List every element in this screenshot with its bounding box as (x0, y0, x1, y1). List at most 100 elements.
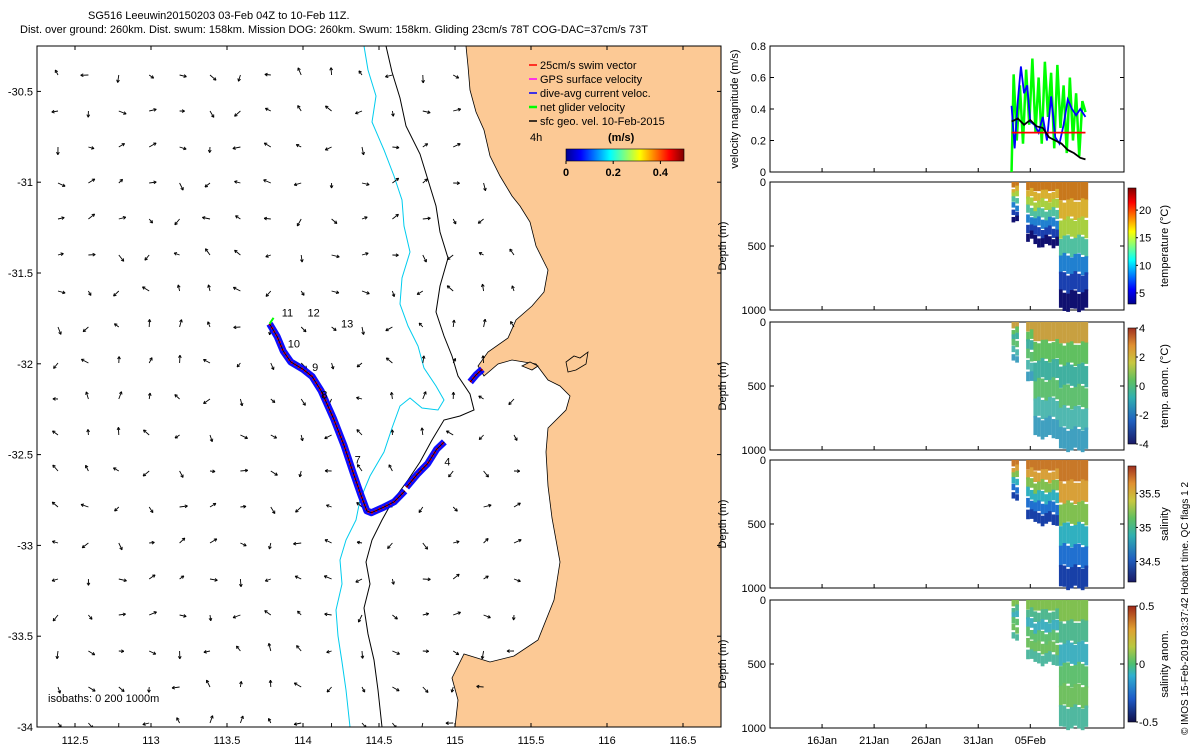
geo-velocity-arrow (237, 74, 241, 82)
geo-velocity-arrow (233, 325, 241, 330)
section-cell (1051, 198, 1056, 209)
section-cell (1051, 620, 1056, 631)
velocity-y-tick-label: 0 (760, 167, 766, 179)
geo-velocity-arrow (148, 142, 157, 148)
section-cell (1029, 509, 1034, 519)
section-cell (1058, 460, 1063, 482)
geo-velocity-arrow (392, 213, 399, 220)
geo-velocity-arrow (118, 391, 123, 400)
geo-velocity-arrow (513, 502, 521, 508)
day-label: 9 (312, 362, 318, 374)
geo-velocity-arrow (451, 391, 456, 400)
section-ylabel: Depth (m) (717, 500, 729, 549)
section-cell (1062, 623, 1067, 645)
section-cell (1033, 600, 1038, 611)
section-cell (1015, 322, 1019, 329)
section-cell (1055, 460, 1060, 471)
section-cell (1058, 545, 1063, 568)
velocity-ylabel: velocity magnitude (m/s) (729, 49, 741, 168)
section-cell (1069, 182, 1074, 201)
section-cell (1077, 521, 1081, 544)
section-cell (1080, 547, 1085, 569)
section-colorbar-tick-label: 15 (1139, 233, 1151, 245)
geo-velocity-arrow (358, 70, 363, 76)
section-cell (1011, 202, 1016, 208)
section-data (1011, 600, 1089, 731)
section-cell (1062, 182, 1067, 201)
track-segment-main-line (269, 323, 406, 514)
section-cell (1069, 218, 1074, 237)
section-cell (1047, 632, 1052, 643)
section-cell (1084, 219, 1089, 239)
geo-velocity-arrow (234, 180, 241, 184)
geo-velocity-arrow (81, 542, 89, 549)
section-cell (1047, 193, 1052, 203)
geo-velocity-arrow (147, 392, 152, 400)
geo-velocity-arrow (391, 110, 395, 117)
section-cell (1069, 409, 1074, 431)
legend-entry-sfc-geo: sfc geo. vel. 10-Feb-2015 (529, 116, 665, 128)
geo-velocity-arrow (240, 434, 248, 440)
section-cell (1062, 252, 1067, 272)
geo-velocity-arrow (209, 538, 218, 544)
section-cell (1037, 652, 1041, 664)
section-cell (1040, 619, 1045, 630)
section-cell (1062, 322, 1067, 344)
section-cell (1062, 427, 1067, 449)
geo-velocity-arrow (203, 358, 211, 364)
section-cell (1026, 600, 1030, 610)
section-cell (1047, 612, 1052, 624)
section-cell (1047, 209, 1052, 219)
day-label: 13 (341, 318, 353, 330)
section-cell (1073, 344, 1078, 367)
section-cell (1033, 611, 1038, 622)
day-label: 8 (321, 389, 327, 401)
section-cell (1055, 380, 1060, 400)
section-cell (1077, 273, 1081, 293)
section-cell (1033, 642, 1038, 653)
section-cell (1073, 271, 1078, 290)
geo-velocity-arrow (298, 470, 303, 478)
section-cell (1040, 230, 1045, 240)
section-cell (1051, 228, 1056, 238)
section-cell (1080, 292, 1085, 311)
geo-velocity-arrow (477, 218, 484, 224)
section-y-tick-label: 500 (748, 659, 766, 671)
section-cell (1037, 322, 1041, 342)
geo-velocity-arrow (118, 649, 125, 653)
day-label: 12 (308, 308, 320, 320)
section-cell (1084, 272, 1089, 291)
section-cell (1084, 256, 1089, 275)
section-cell (1047, 415, 1052, 435)
section-cell (1051, 397, 1056, 417)
geo-velocity-arrow (239, 578, 243, 588)
geo-velocity-arrow (116, 427, 121, 436)
legend-entry-gps: GPS surface velocity (529, 74, 643, 86)
geo-velocity-arrow (52, 614, 59, 622)
section-cell (1058, 621, 1063, 643)
geo-velocity-arrow (476, 684, 484, 689)
geo-velocity-arrow (173, 252, 180, 256)
geo-velocity-arrow (179, 614, 187, 618)
geo-velocity-arrow (331, 218, 338, 224)
section-cell (1080, 198, 1085, 217)
geo-velocity-arrow (295, 143, 302, 148)
section-cell (1080, 568, 1085, 591)
geo-velocity-arrow (483, 470, 489, 478)
section-cell (1011, 483, 1016, 491)
section-cell (1040, 460, 1045, 471)
section-cell (1077, 383, 1081, 406)
time-tick-label: 31Jan (963, 735, 993, 747)
map-y-tick-label: -31 (17, 177, 33, 189)
geo-velocity-arrow (239, 398, 244, 407)
section-y-tick-label: 1000 (742, 305, 766, 317)
section-cell (1084, 366, 1089, 388)
section-cell (1011, 468, 1016, 475)
section-cell (1033, 341, 1038, 362)
section-cell (1073, 665, 1078, 687)
geo-velocity-arrow (118, 143, 125, 148)
section-cell (1069, 290, 1074, 309)
geo-velocity-arrow (118, 216, 127, 220)
footer-credit: © IMOS 15-Feb-2019 03:37:42 Hobart time.… (1180, 482, 1191, 735)
velocity-y-tick-label: 0.2 (751, 136, 766, 148)
